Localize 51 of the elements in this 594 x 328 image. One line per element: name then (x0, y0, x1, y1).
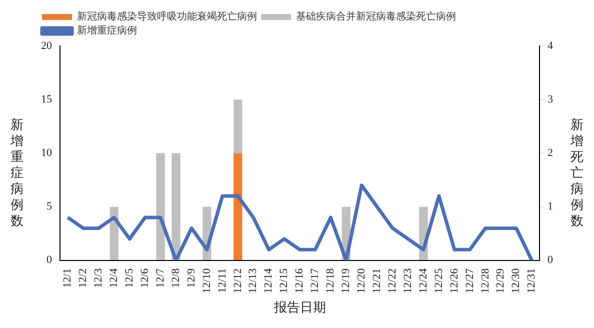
x-tick-label: 12/14 (262, 268, 275, 294)
x-tick-label: 12/29 (494, 268, 507, 294)
y-tick-label: 15 (41, 93, 52, 106)
x-tick-label: 12/13 (247, 268, 260, 294)
x-tick-label: 12/3 (92, 268, 105, 288)
y-tick-label: 5 (46, 200, 52, 213)
y-tick-label: 10 (41, 147, 52, 160)
bar (156, 153, 165, 260)
x-tick-label: 12/2 (77, 268, 90, 288)
x-tick-label: 12/28 (479, 268, 492, 294)
y2-tick-label: 2 (548, 147, 553, 160)
x-tick-label: 12/12 (232, 268, 244, 294)
x-tick-label: 12/18 (324, 268, 337, 294)
bar (234, 100, 242, 154)
y2-tick-label: 3 (548, 93, 554, 106)
x-tick-label: 12/9 (185, 268, 198, 288)
legend-label: 基础疾病合并新冠病毒感染死亡病例 (296, 10, 456, 23)
x-tick-label: 12/1 (62, 268, 74, 288)
x-tick-label: 12/31 (526, 268, 538, 294)
x-tick-label: 12/7 (154, 268, 166, 288)
x-tick-label: 12/21 (370, 268, 383, 294)
x-tick-label: 12/24 (417, 268, 430, 294)
x-tick-label: 12/17 (309, 268, 322, 294)
x-tick-label: 12/5 (123, 268, 136, 288)
x-tick-label: 12/26 (448, 268, 460, 294)
legend-label: 新增重症病例 (77, 24, 137, 37)
x-tick-label: 12/16 (294, 268, 306, 294)
y2-tick-label: 4 (548, 40, 554, 52)
x-tick-label: 12/30 (510, 268, 522, 294)
x-tick-label: 12/27 (464, 268, 476, 294)
x-tick-label: 12/22 (386, 268, 398, 294)
y-tick-label: 20 (41, 40, 52, 52)
x-tick-label: 12/19 (340, 268, 352, 294)
x-tick-label: 12/25 (432, 268, 445, 294)
y2-tick-label: 1 (548, 200, 553, 213)
x-tick-label: 12/23 (402, 268, 414, 294)
x-tick-label: 12/11 (216, 268, 228, 293)
x-tick-label: 12/4 (108, 268, 120, 288)
y-tick-label: 0 (46, 254, 52, 266)
legend-label: 新冠病毒感染导致呼吸功能衰竭死亡病例 (77, 10, 257, 23)
bar (234, 153, 242, 260)
x-tick-label: 12/10 (200, 268, 213, 294)
x-tick-label: 12/6 (138, 268, 151, 288)
x-tick-label: 12/15 (278, 268, 290, 294)
y-axis-title: 新增重症病例数 (10, 118, 24, 230)
bar (172, 153, 180, 260)
x-tick-label: 12/8 (170, 268, 182, 288)
x-tick-label: 12/20 (356, 268, 368, 294)
y2-axis-title: 新增死亡病例数 (570, 118, 584, 230)
y2-tick-label: 0 (548, 254, 554, 266)
x-axis-title: 报告日期 (272, 300, 326, 316)
